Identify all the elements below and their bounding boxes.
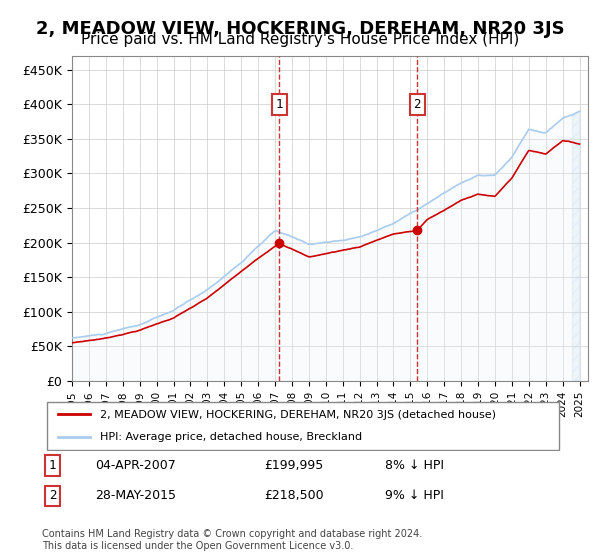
Text: 2: 2 [49,489,56,502]
Text: 1: 1 [275,98,283,111]
Text: 04-APR-2007: 04-APR-2007 [95,459,176,472]
FancyBboxPatch shape [47,402,559,450]
Text: 1: 1 [49,459,56,472]
Text: £218,500: £218,500 [264,489,323,502]
Text: HPI: Average price, detached house, Breckland: HPI: Average price, detached house, Brec… [100,432,362,442]
Text: Contains HM Land Registry data © Crown copyright and database right 2024.
This d: Contains HM Land Registry data © Crown c… [42,529,422,551]
Text: 28-MAY-2015: 28-MAY-2015 [95,489,176,502]
Text: 9% ↓ HPI: 9% ↓ HPI [385,489,444,502]
Text: 2, MEADOW VIEW, HOCKERING, DEREHAM, NR20 3JS (detached house): 2, MEADOW VIEW, HOCKERING, DEREHAM, NR20… [100,409,496,419]
Text: 2, MEADOW VIEW, HOCKERING, DEREHAM, NR20 3JS: 2, MEADOW VIEW, HOCKERING, DEREHAM, NR20… [35,20,565,38]
Text: £199,995: £199,995 [264,459,323,472]
Text: 2: 2 [413,98,421,111]
Text: Price paid vs. HM Land Registry's House Price Index (HPI): Price paid vs. HM Land Registry's House … [81,32,519,48]
Text: 8% ↓ HPI: 8% ↓ HPI [385,459,444,472]
